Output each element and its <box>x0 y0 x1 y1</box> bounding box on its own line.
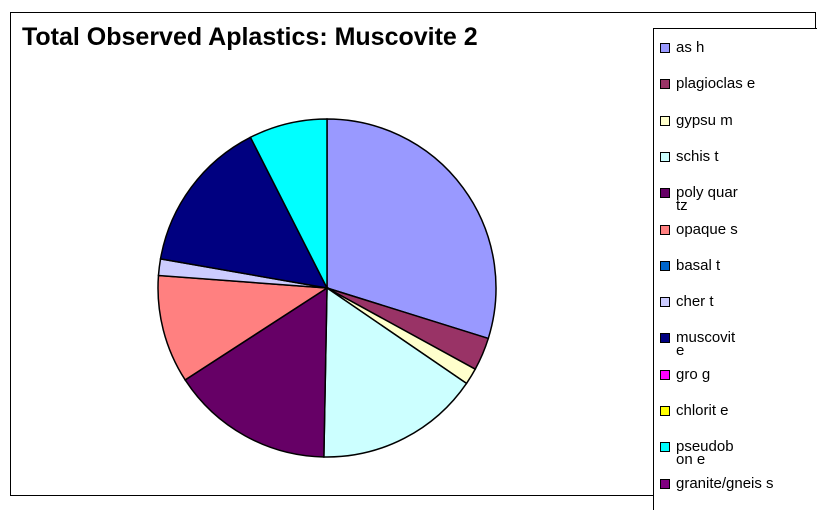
legend-item: muscovit e <box>660 329 817 365</box>
legend-item: cher t <box>660 293 817 329</box>
pie-slice-schis-t <box>323 286 468 458</box>
pie-slice-opaque-s <box>157 274 330 381</box>
legend-item: poly quartz <box>660 184 817 220</box>
legend-swatch <box>660 297 670 308</box>
chart-title: Total Observed Aplastics: Muscovite 2 <box>22 23 478 51</box>
pie-slice-as-h <box>326 118 497 340</box>
legend-label: as h <box>676 39 705 56</box>
legend-label: chlorit e <box>676 402 729 419</box>
legend-label: schis t <box>676 147 719 165</box>
pie-slice-pseudobon-e <box>249 118 328 289</box>
legend-item: gro g <box>660 366 817 402</box>
pie-slices <box>157 118 497 458</box>
legend-label: plagioclas e <box>676 75 756 93</box>
legend-swatch <box>660 188 670 199</box>
legend: as h plagioclas e gypsu m schis t poly quart… <box>653 28 817 510</box>
legend-swatch <box>660 79 670 90</box>
legend-swatch <box>660 442 670 453</box>
legend-item: granite/gneis s <box>660 475 817 511</box>
pie-slice-poly-quartz <box>184 286 328 458</box>
legend-swatch <box>660 369 670 380</box>
legend-swatch <box>660 478 670 489</box>
legend-label: muscovit e <box>676 329 736 360</box>
legend-item: schis t <box>660 148 817 184</box>
legend-item: basal t <box>660 257 817 293</box>
legend-item: pseudobon e <box>660 438 817 474</box>
legend-label: gypsu m <box>676 111 733 129</box>
legend-swatch <box>660 333 670 344</box>
legend-label: cher t <box>676 293 714 311</box>
legend-swatch <box>660 406 670 416</box>
legend-item: opaque s <box>660 221 817 257</box>
legend-label: basal t <box>676 256 721 274</box>
legend-swatch <box>660 260 670 271</box>
legend-label: granite/gneis s <box>676 474 774 492</box>
legend-swatch <box>660 151 670 162</box>
legend-label: opaque s <box>676 220 738 238</box>
legend-swatch <box>660 43 670 53</box>
legend-label: poly quartz <box>676 184 738 215</box>
legend-label: pseudobon e <box>676 438 734 469</box>
legend-label: gro g <box>676 365 711 383</box>
legend-item: chlorit e <box>660 402 817 438</box>
pie-slice-muscovit-e <box>159 136 329 289</box>
legend-item: as h <box>660 39 817 75</box>
legend-item: plagioclas e <box>660 75 817 111</box>
legend-swatch <box>660 224 670 235</box>
legend-swatch <box>660 115 670 126</box>
legend-item: gypsu m <box>660 112 817 148</box>
